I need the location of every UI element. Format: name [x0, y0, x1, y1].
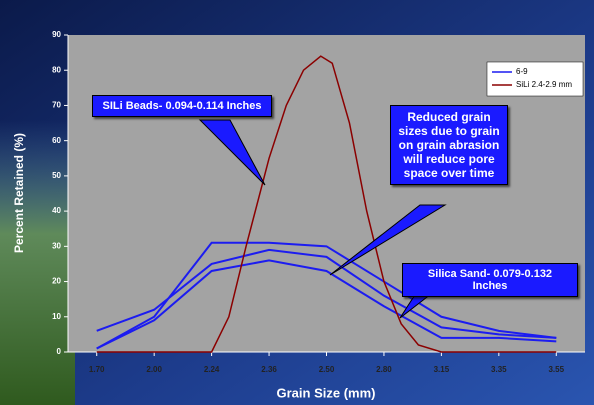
- x-tick-label: 2.36: [261, 365, 277, 374]
- annotation: Silica Sand- 0.079-0.132 Inches: [402, 263, 578, 297]
- y-tick-label: 10: [52, 312, 61, 321]
- x-axis-label: Grain Size (mm): [277, 385, 376, 400]
- x-tick-label: 2.00: [146, 365, 162, 374]
- annotation: Reduced grain sizes due to grain on grai…: [390, 105, 508, 185]
- y-tick-label: 30: [52, 241, 61, 250]
- y-tick-label: 50: [52, 171, 61, 180]
- annotation: SILi Beads- 0.094-0.114 Inches: [92, 95, 272, 117]
- y-tick-label: 80: [52, 65, 61, 74]
- y-tick-label: 70: [52, 101, 61, 110]
- x-tick-label: 3.55: [548, 365, 564, 374]
- y-tick-label: 0: [57, 347, 62, 356]
- y-tick-label: 90: [52, 30, 61, 39]
- legend-box: [487, 62, 583, 96]
- x-tick-label: 2.50: [319, 365, 335, 374]
- x-tick-label: 1.70: [89, 365, 105, 374]
- legend-label: 6-9: [516, 67, 528, 76]
- slide: 0 10 20 30 40 50 60 70 80 90 1.70 2.00 2.24 2.36 2.50 2…: [0, 0, 594, 405]
- legend-label: SiLi 2.4-2.9 mm: [516, 80, 572, 89]
- chart: 0 10 20 30 40 50 60 70 80 90 1.70 2.00 2.24 2.36 2.50 2…: [0, 0, 594, 405]
- x-tick-label: 3.15: [434, 365, 450, 374]
- x-tick-label: 3.35: [491, 365, 507, 374]
- y-axis-label: Percent Retained (%): [12, 133, 26, 253]
- x-tick-label: 2.80: [376, 365, 392, 374]
- y-tick-label: 20: [52, 277, 61, 286]
- y-tick-label: 40: [52, 206, 61, 215]
- y-tick-label: 60: [52, 136, 61, 145]
- x-tick-label: 2.24: [204, 365, 220, 374]
